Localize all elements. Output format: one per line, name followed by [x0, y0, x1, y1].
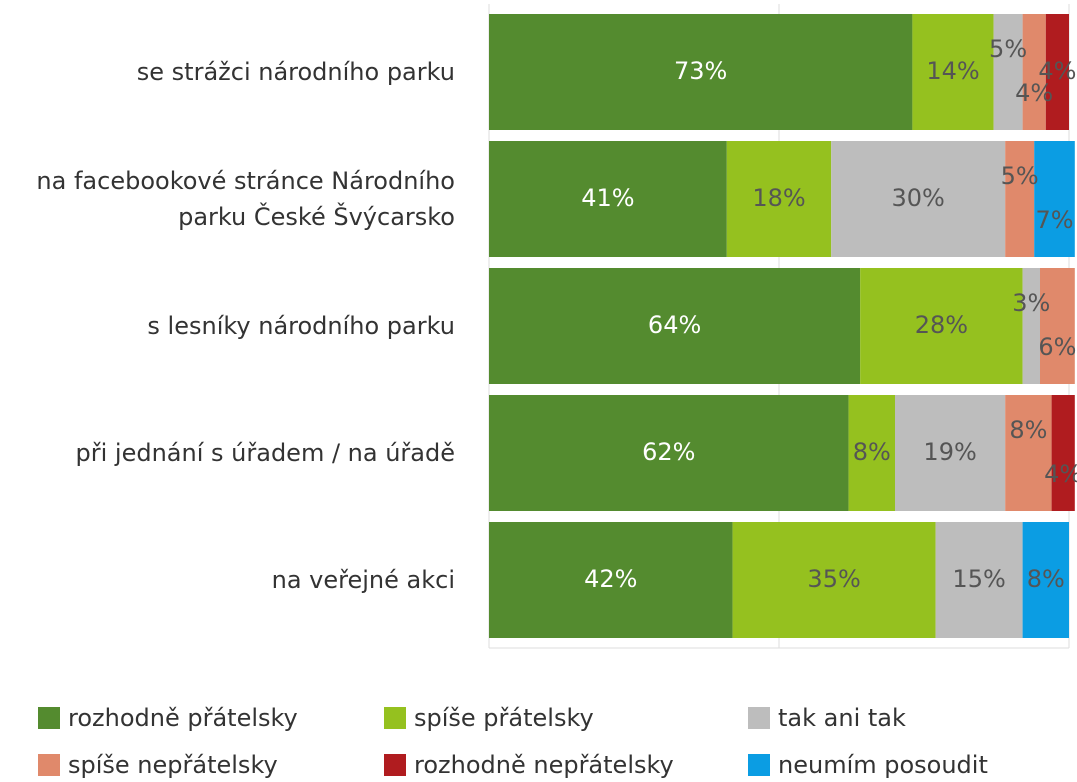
bar-segment	[935, 522, 1023, 638]
legend-item: neumím posoudit	[748, 748, 988, 782]
bar-segment	[732, 522, 936, 638]
legend-label: tak ani tak	[778, 704, 906, 732]
bar-segment	[1022, 522, 1069, 638]
value-label: 4%	[1044, 460, 1077, 488]
value-label: 4%	[1015, 79, 1053, 107]
bar-segment	[848, 395, 895, 511]
value-label: 8%	[1027, 565, 1065, 593]
legend-item: spíše přátelsky	[384, 701, 594, 735]
category-label: na facebookové stránce Národního parku Č…	[36, 167, 455, 231]
value-label: 28%	[915, 311, 968, 339]
value-label: 6%	[1038, 333, 1076, 361]
value-label: 3%	[1012, 289, 1050, 317]
legend-swatch	[38, 707, 60, 729]
value-label: 5%	[1001, 162, 1039, 190]
bar-segment	[489, 268, 861, 384]
value-label: 64%	[648, 311, 701, 339]
value-label: 4%	[1038, 57, 1076, 85]
legend-swatch	[384, 707, 406, 729]
value-label: 19%	[923, 438, 976, 466]
bar-segment	[860, 268, 1023, 384]
bar-segment	[1040, 268, 1075, 384]
legend-label: neumím posoudit	[778, 751, 988, 779]
bar-segment	[1051, 395, 1075, 511]
bar-segment	[489, 141, 727, 257]
value-label: 62%	[642, 438, 695, 466]
value-label: 5%	[989, 35, 1027, 63]
value-label: 35%	[807, 565, 860, 593]
value-label: 8%	[853, 438, 891, 466]
value-label: 18%	[752, 184, 805, 212]
bar-segment	[1045, 14, 1069, 130]
legend-swatch	[748, 707, 770, 729]
category-label: se strážci národního parku	[136, 58, 455, 86]
value-label: 14%	[926, 57, 979, 85]
bar-segment	[489, 395, 849, 511]
bar-segment	[912, 14, 994, 130]
legend-label: rozhodně přátelsky	[68, 704, 298, 732]
value-label: 8%	[1009, 416, 1047, 444]
bar-segment	[1022, 268, 1040, 384]
legend-item: rozhodně nepřátelsky	[384, 748, 674, 782]
bar-segment	[489, 14, 913, 130]
value-label: 30%	[892, 184, 945, 212]
legend-label: spíše nepřátelsky	[68, 751, 278, 779]
legend-swatch	[748, 754, 770, 776]
category-label: při jednání s úřadem / na úřadě	[75, 439, 455, 467]
bar-segment	[895, 395, 1006, 511]
legend-label: spíše přátelsky	[414, 704, 594, 732]
category-label: na veřejné akci	[271, 566, 455, 594]
bar-segment	[489, 522, 733, 638]
legend-swatch	[384, 754, 406, 776]
legend-label: rozhodně nepřátelsky	[414, 751, 674, 779]
bar-segment	[1022, 14, 1046, 130]
bar-segment	[726, 141, 832, 257]
bar-segment	[993, 14, 1023, 130]
legend-swatch	[38, 754, 60, 776]
category-label: s lesníky národního parku	[147, 312, 455, 340]
legend-item: tak ani tak	[748, 701, 906, 735]
value-label: 7%	[1035, 206, 1073, 234]
value-label: 15%	[952, 565, 1005, 593]
value-label: 73%	[674, 57, 727, 85]
bar-segment	[1005, 141, 1035, 257]
bar-segment	[831, 141, 1006, 257]
legend-item: spíše nepřátelsky	[38, 748, 278, 782]
value-label: 42%	[584, 565, 637, 593]
bar-segment	[1034, 141, 1075, 257]
value-label: 41%	[581, 184, 634, 212]
bar-segment	[1005, 395, 1052, 511]
legend-item: rozhodně přátelsky	[38, 701, 298, 735]
